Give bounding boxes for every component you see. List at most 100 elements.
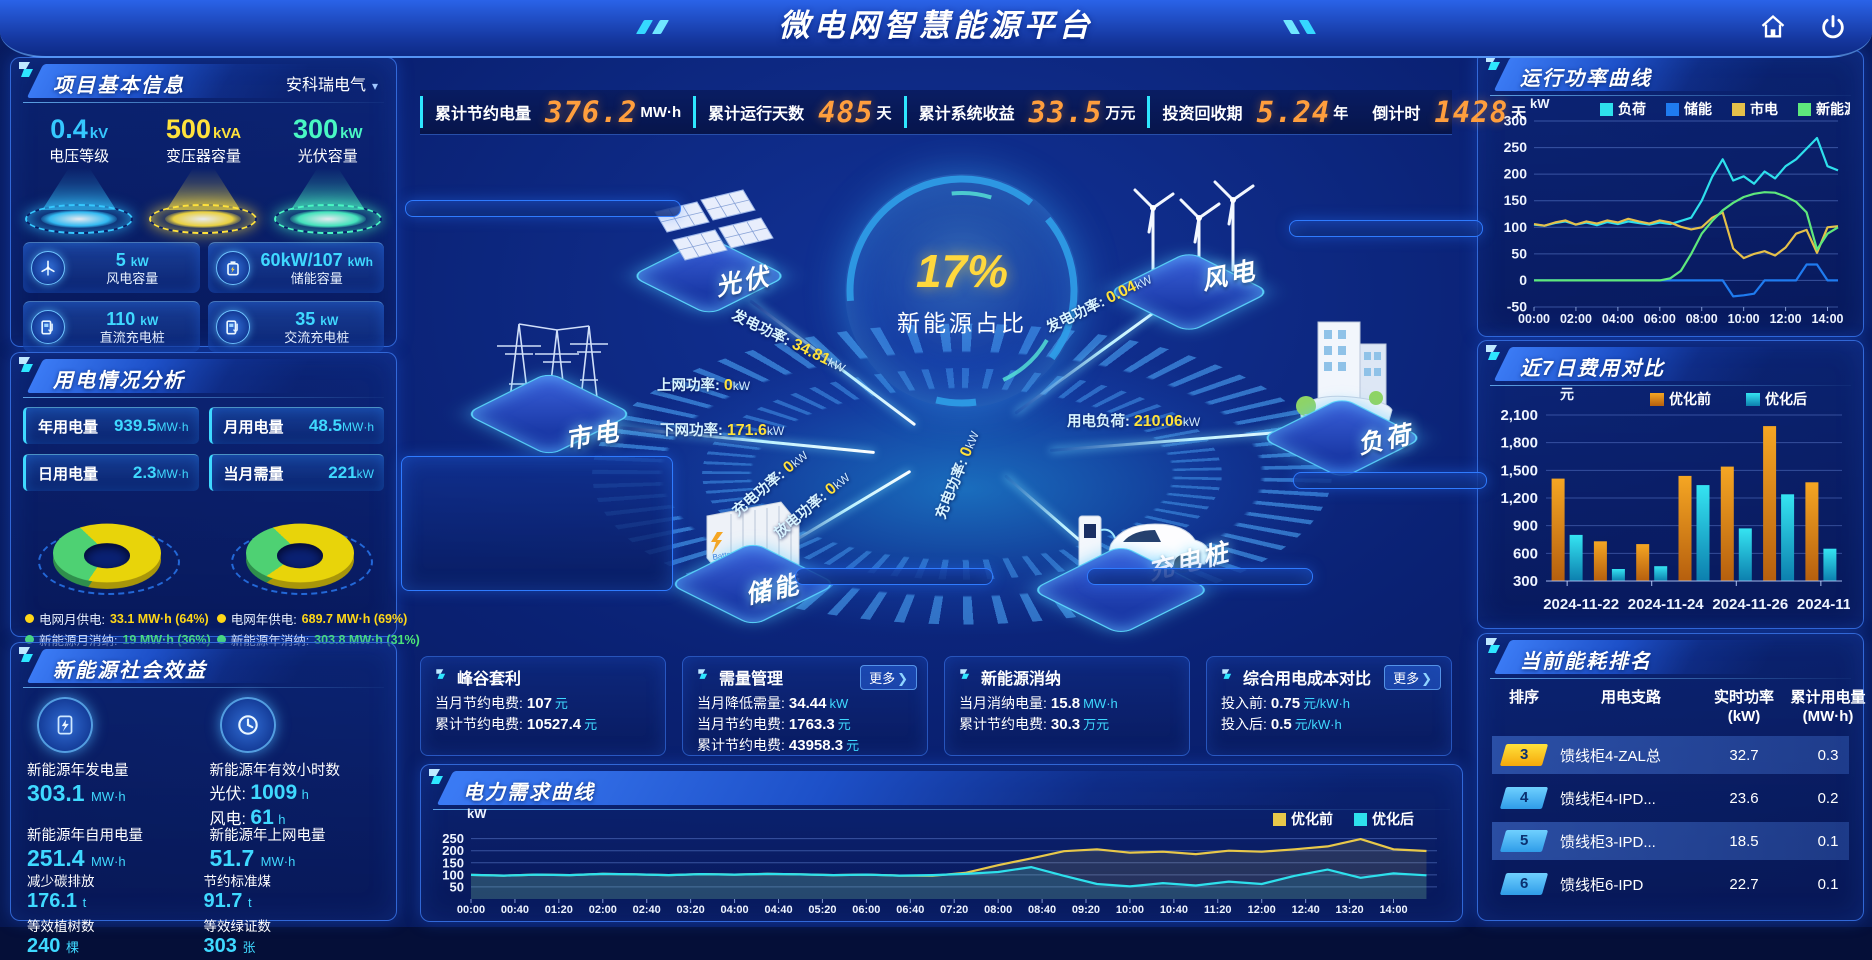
card-row: 累计节约电费: 30.3 万元 <box>959 716 1110 733</box>
svg-text:元: 元 <box>1560 386 1574 402</box>
flow-label-0: 发电功率: 34.81kW <box>729 307 848 376</box>
benefit-small-1: 节约标准煤 91.7 t <box>204 870 381 913</box>
svg-text:01:20: 01:20 <box>545 904 573 916</box>
donut-chart-0 <box>32 507 182 603</box>
info-box-charger <box>1087 568 1313 585</box>
panel-project-info: 项目基本信息 安科瑞电气 ▾ 0.4 kV 电压等级 500 kVA 变压器容量 30… <box>10 57 397 352</box>
panel-social-benefits: 新能源社会效益 新能源年发电量 303.1 MW·h 新能源年有效小时数 光伏: 1… <box>10 642 397 957</box>
svg-text:03:20: 03:20 <box>677 904 705 916</box>
glow-ring <box>273 204 382 234</box>
capacity-card-3: 35 kW 交流充电桩 <box>207 301 384 352</box>
flow-label-2: 下网功率: 171.6kW <box>660 422 785 439</box>
svg-text:00:40: 00:40 <box>501 904 529 916</box>
chevron-right-icon: ❯ <box>1421 671 1432 686</box>
svg-text:kW: kW <box>1530 96 1550 111</box>
charger-icon <box>31 310 65 344</box>
svg-text:1,500: 1,500 <box>1500 462 1538 479</box>
node-grid[interactable] <box>464 294 634 464</box>
svg-text:12:00: 12:00 <box>1248 904 1276 916</box>
svg-text:11:20: 11:20 <box>1204 904 1232 916</box>
flow-label-4: 用电负荷: 210.06kW <box>1067 413 1201 430</box>
kpi-unit: 年 <box>1333 104 1349 122</box>
svg-text:14:00: 14:00 <box>1812 312 1844 326</box>
benefit-label: 减少碳排放 <box>27 874 95 889</box>
total-energy: 0.3 <box>1817 746 1839 764</box>
ranking-row-2[interactable]: 5 馈线柜3-IPD... 18.5 0.1 <box>1492 822 1849 860</box>
company-name: 安科瑞电气 <box>285 77 366 94</box>
benefit-card-2: 新能源消纳 当月消纳电量: 15.8 MW·h 累计节约电费: 30.3 万元 <box>944 656 1190 756</box>
usage-stat-0: 年用电量 939.5MW·h <box>23 407 199 444</box>
benefit-small-grid: 减少碳排放 176.1 t 节约标准煤 91.7 t 等效植树数 240 棵等效绿证… <box>27 870 380 960</box>
run-power-chart[interactable]: -50 0 50 100 150 200 250 300 00:00 02:00… <box>1490 95 1858 327</box>
more-button[interactable]: 更多 ❯ <box>1384 665 1441 690</box>
kpi-label: 累计运行天数 <box>708 106 805 123</box>
flow-value: 210.06 <box>1133 413 1183 430</box>
ranking-row-0[interactable]: 3 馈线柜4-ZAL总 32.7 0.3 <box>1492 736 1849 774</box>
company-dropdown[interactable]: 安科瑞电气 ▾ <box>286 71 378 95</box>
svg-text:12:40: 12:40 <box>1292 904 1320 916</box>
capacity-value: 110 kW <box>106 308 159 329</box>
kpi-label: 投资回收期 <box>1162 106 1243 123</box>
rank-badge: 5 <box>1499 830 1549 852</box>
panel-title: 项目基本信息 <box>53 75 185 97</box>
kpi-0: 累计节约电量 376.2 MW·h <box>420 95 693 129</box>
clock-icon <box>219 697 276 753</box>
kpi-unit: MW·h <box>640 103 682 121</box>
card-row: 投入前: 0.75 元/kW·h <box>1221 695 1351 712</box>
svg-text:08:40: 08:40 <box>1028 904 1056 916</box>
svg-text:100: 100 <box>1504 219 1528 235</box>
svg-text:04:00: 04:00 <box>1602 312 1634 326</box>
node-load[interactable] <box>1259 302 1425 482</box>
node-pv[interactable] <box>629 176 789 326</box>
card-row: 当月节约电费: 107 元 <box>435 695 568 712</box>
svg-text:09:20: 09:20 <box>1072 904 1100 916</box>
home-icon[interactable] <box>1756 10 1790 44</box>
panel-flag-icon <box>1484 636 1506 663</box>
svg-text:优化前: 优化前 <box>1291 811 1333 827</box>
benefit-card-0: 峰谷套利 当月节约电费: 107 元累计节约电费: 10527.4 元 <box>420 656 666 756</box>
svg-text:06:00: 06:00 <box>852 904 880 916</box>
node-wind[interactable] <box>1095 142 1275 334</box>
flow-label-7: 充电功率: 0kW <box>933 429 982 522</box>
benefit-secondary-1: 新能源年上网电量 51.7 MW·h <box>210 824 381 872</box>
branch-name: 馈线柜3-IPD... <box>1560 833 1656 851</box>
capacity-card-0: 5 kW 风电容量 <box>23 242 200 293</box>
usage-stat-1: 月用电量 48.5MW·h <box>208 407 384 444</box>
panel-flag-icon <box>1484 343 1506 370</box>
benefit-card-1: 需量管理 更多 ❯ 当月降低需量: 34.44 kW 当月节约电费: 1763.3 元累计节约电… <box>682 656 928 756</box>
spotlight-value: 0.4 kV <box>50 114 109 144</box>
svg-text:00:00: 00:00 <box>1518 312 1550 326</box>
usage-value: 48.5MW·h <box>308 416 374 435</box>
flow-name: 用电负荷: <box>1067 414 1130 430</box>
realtime-power: 23.6 <box>1729 789 1759 807</box>
panel-energy-ranking: 当前能耗排名 排序 用电支路 实时功率 (kW) 累计用电量 (MW·h) 3 馈线柜4-… <box>1477 633 1866 921</box>
center-sphere: 17% 新能源占比 <box>845 174 1079 408</box>
benefit-label: 节约标准煤 <box>203 874 272 889</box>
rank-badge: 3 <box>1499 744 1549 766</box>
ranking-row-1[interactable]: 4 馈线柜4-IPD... 23.6 0.2 <box>1492 779 1849 817</box>
info-box-pv <box>405 200 681 217</box>
panel-demand-curve: 电力需求曲线 50 100 150 200 250 00:00 00:40 01… <box>420 764 1463 922</box>
cost-compare-chart[interactable]: 300 600 900 1,200 1,500 1,800 2,100 元 202… <box>1490 385 1872 621</box>
usage-label: 日用电量 <box>38 465 99 483</box>
power-icon[interactable] <box>1816 10 1850 44</box>
panel-flag-icon <box>17 60 39 87</box>
svg-text:200: 200 <box>1504 166 1528 182</box>
usage-label: 当月需量 <box>223 465 284 483</box>
more-button[interactable]: 更多 ❯ <box>860 665 917 690</box>
donut-legend-1-0: 电网年供电: 689.7 MW·h (69%) <box>216 609 420 628</box>
card-title: 新能源消纳 <box>981 671 1062 688</box>
benefit-sub: 光伏: 1009 h <box>209 781 309 804</box>
spotlight-value: 300 kW <box>293 114 363 144</box>
svg-text:14:00: 14:00 <box>1379 904 1407 916</box>
ranking-row-3[interactable]: 6 馈线柜6-IPD 22.7 0.1 <box>1492 865 1849 903</box>
demand-curve-chart[interactable]: 50 100 150 200 250 00:00 00:40 01:20 02:… <box>431 805 1449 917</box>
capacity-card-2: 110 kW 直流充电桩 <box>23 301 200 352</box>
donut-chart-1 <box>225 507 375 603</box>
renewable-percent-label: 新能源占比 <box>897 310 1027 336</box>
svg-text:600: 600 <box>1513 545 1538 562</box>
capacity-card-1: 60kW/107 kWh 储能容量 <box>207 242 384 293</box>
svg-text:100: 100 <box>442 867 464 882</box>
capacity-value: 60kW/107 kWh <box>260 249 373 270</box>
